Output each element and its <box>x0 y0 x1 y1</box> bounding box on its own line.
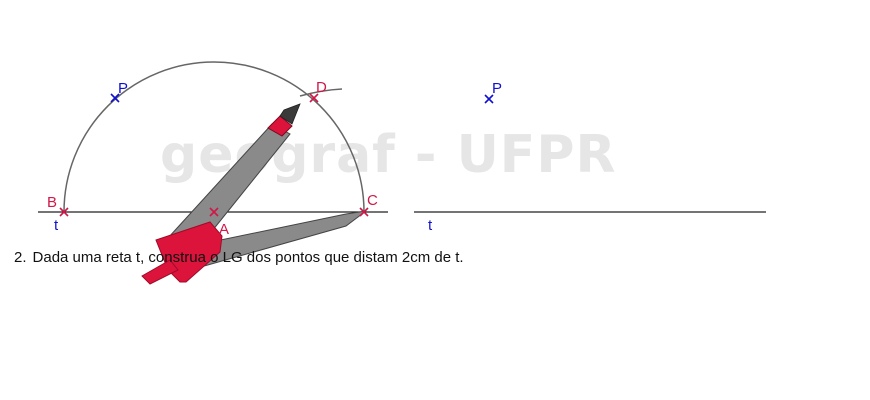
point-b-label: B <box>47 194 57 211</box>
point-b: B <box>47 194 69 217</box>
point-d-label: D <box>316 79 327 96</box>
compass-grip <box>141 259 179 285</box>
point-p-right: P <box>484 80 502 104</box>
exercise-statement: 2. Dada uma reta t, construa o LG dos pon… <box>14 249 464 266</box>
compass-pencil-tip <box>279 103 301 125</box>
point-a-label: A <box>219 221 229 238</box>
exercise-text: Dada uma reta t, construa o LG dos ponto… <box>32 249 464 266</box>
compass-pencil-band <box>267 115 293 137</box>
arc-extension <box>299 88 343 97</box>
exercise-number: 2. <box>14 249 27 266</box>
point-p-right-label: P <box>492 80 502 97</box>
line-t-right-label: t <box>428 217 433 234</box>
point-a: A <box>209 207 229 238</box>
right-construction: P t <box>414 80 766 234</box>
point-p-left: P <box>110 80 128 103</box>
point-c: C <box>359 192 378 217</box>
point-c-label: C <box>367 192 378 209</box>
point-p-label: P <box>118 80 128 97</box>
point-d: D <box>309 79 327 103</box>
compass-icon <box>141 103 367 285</box>
left-construction: P D B A C t <box>38 61 388 285</box>
semicircle-arc <box>63 61 365 213</box>
line-t-left-label: t <box>54 217 59 234</box>
